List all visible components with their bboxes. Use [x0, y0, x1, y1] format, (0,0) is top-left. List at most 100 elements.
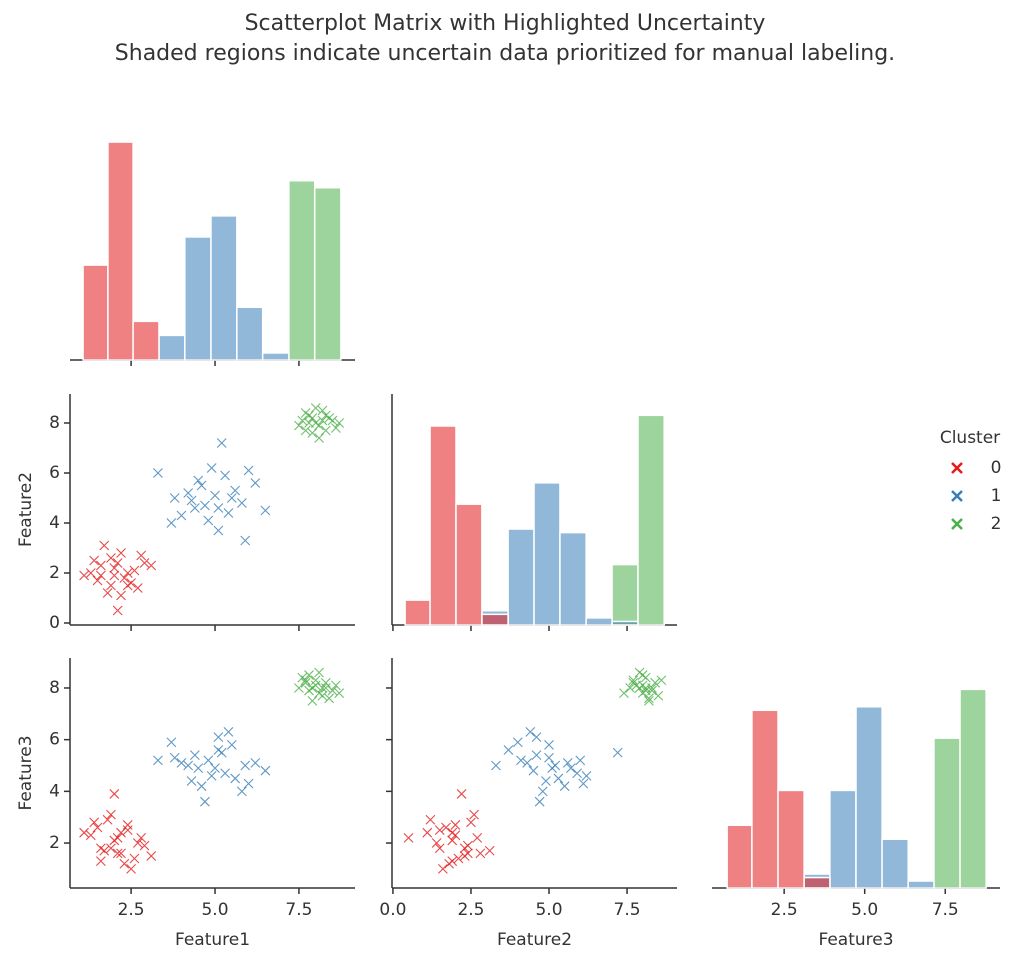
scatter-point [92, 575, 103, 586]
histogram-bar [404, 599, 431, 626]
x-tick-label: 2.5 [457, 900, 484, 920]
legend-marker [951, 518, 963, 530]
histogram-bar [637, 414, 665, 626]
scatter-point [210, 490, 220, 501]
scatter-point [307, 428, 318, 438]
scatter-point [99, 540, 110, 551]
scatter-point [109, 789, 120, 799]
scatter-point [562, 758, 573, 768]
histogram-bar [107, 141, 134, 361]
scatter-point [243, 778, 254, 789]
scatter-point [522, 758, 533, 768]
scatter-point [637, 670, 648, 680]
scatter-point [531, 732, 542, 742]
scatter-point [628, 675, 639, 686]
scatter-point [310, 675, 321, 686]
scatter-point [544, 752, 554, 763]
scatter-point [307, 696, 318, 706]
scatter-point [189, 750, 200, 761]
scatter-point [434, 843, 445, 854]
chart-title: Scatterplot Matrix with Highlighted Unce… [245, 11, 766, 36]
scatter-point [559, 781, 570, 792]
scatter-point [304, 418, 314, 428]
scatter-point [528, 765, 539, 776]
scatter-point [213, 525, 224, 536]
histogram-bar [507, 528, 535, 626]
y-tick-label: 4 [49, 513, 60, 533]
scatter-point [79, 570, 89, 581]
x-tick-label: 5.0 [851, 900, 878, 920]
scatter-point [516, 755, 526, 766]
histogram-bar [236, 306, 264, 361]
x-axis-label: Feature2 [497, 930, 572, 950]
scatter-point [119, 573, 130, 583]
scatter-point [116, 848, 126, 859]
scatter-point [166, 518, 177, 528]
scatter-point [544, 739, 554, 750]
x-axis-label: Feature3 [818, 930, 893, 950]
scatter-point [210, 763, 220, 773]
scatter-point [122, 825, 133, 836]
scatter-point [317, 405, 328, 416]
scatter-point [575, 755, 586, 766]
scatter-point [327, 685, 338, 696]
scatter-point [102, 814, 113, 825]
scatter-point [132, 583, 143, 593]
scatter-point [578, 778, 589, 789]
scatter-point [294, 420, 304, 431]
chart-subtitle: Shaded regions indicate uncertain data p… [115, 41, 895, 66]
scatter-point [116, 827, 126, 838]
scatter-point [220, 470, 230, 481]
scatter-point [307, 683, 318, 693]
scatter-point [317, 683, 328, 693]
scatter-point [213, 732, 224, 742]
scatter-point [531, 750, 542, 761]
scatter-point [139, 558, 150, 568]
scatter-point [644, 693, 654, 704]
scatter-point [541, 776, 551, 786]
scatter-point [525, 727, 536, 737]
scatter-point [314, 688, 324, 699]
histogram-bar [559, 531, 587, 626]
scatter-point [112, 558, 123, 568]
y-axis-label: Feature3 [16, 735, 36, 810]
scatter-point [109, 563, 120, 573]
scatter-point [330, 423, 341, 433]
scatter-point [186, 776, 197, 786]
histogram-bar [455, 503, 483, 626]
scatter-point [200, 500, 210, 511]
histogram-bar [288, 179, 316, 361]
scatter-point [203, 515, 214, 526]
scatter-point [109, 570, 120, 581]
scatter-point [129, 853, 140, 864]
scatter-point [153, 755, 163, 766]
scatter-point [260, 505, 271, 516]
scatter-point [550, 760, 561, 771]
histogram-bar [429, 425, 457, 626]
scatter-point [553, 773, 564, 784]
scatter-point [637, 688, 648, 699]
scatter-point [183, 760, 194, 771]
histogram-bar [777, 789, 805, 889]
scatter-point [425, 814, 436, 825]
scatter-point [106, 580, 116, 591]
x-tick-label: 7.5 [285, 900, 312, 920]
scatter-point [136, 550, 147, 561]
scatter-point [300, 425, 311, 436]
histogram-bar [158, 334, 186, 361]
scatter-point [206, 463, 217, 473]
scatter-point [136, 832, 147, 843]
y-tick-label: 2 [49, 563, 60, 583]
histogram-bar [881, 838, 909, 889]
histogram-bar [585, 617, 613, 626]
scatter-point [469, 809, 479, 820]
scatter-point [503, 745, 514, 755]
scatter-point [193, 763, 204, 773]
scatter-point [85, 568, 96, 578]
scatter-point [193, 475, 204, 486]
scatter-point [106, 553, 116, 563]
scatter-point [230, 773, 241, 784]
scatter-point [453, 853, 464, 864]
